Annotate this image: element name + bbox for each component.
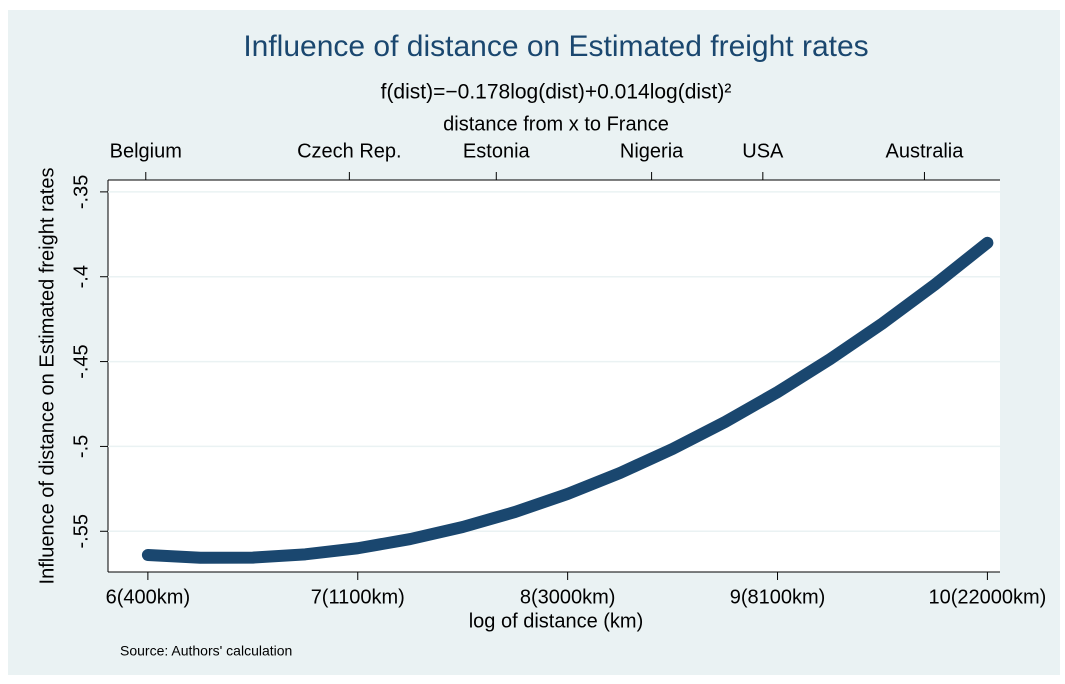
x2-tick-label: Australia: [886, 140, 965, 162]
x2-axis-label: distance from x to France: [443, 113, 669, 135]
x-tick-label: 8(3000km): [520, 586, 616, 608]
x2-tick-label: Estonia: [463, 140, 531, 162]
data-line: [141, 236, 994, 564]
y-tick-label: -.35: [70, 175, 92, 209]
chart-title: Influence of distance on Estimated freig…: [243, 30, 868, 63]
x-tick-label: 7(1100km): [311, 586, 405, 608]
x-tick-label: 9(8100km): [730, 586, 826, 608]
x-axis-label: log of distance (km): [469, 610, 644, 632]
plot-region: [108, 180, 1000, 572]
y-tick-label: -.4: [70, 265, 92, 288]
y-tick-label: -.5: [70, 435, 92, 458]
y-tick-label: -.45: [70, 344, 92, 378]
chart-subtitle: f(dist)=−0.178log(dist)+0.014log(dist)²: [381, 81, 732, 104]
x2-tick-label: Czech Rep.: [297, 140, 402, 162]
source-note: Source: Authors' calculation: [120, 643, 292, 659]
y-axis-label: Influence of distance on Estimated freig…: [36, 168, 58, 585]
x-tick-label: 6(400km): [106, 586, 190, 608]
x-tick-label: 10(22000km): [928, 586, 1046, 608]
x2-tick-label: Nigeria: [620, 140, 684, 162]
x2-tick-label: USA: [742, 140, 784, 162]
y-tick-label: -.55: [70, 514, 92, 548]
x2-tick-label: Belgium: [110, 140, 182, 162]
